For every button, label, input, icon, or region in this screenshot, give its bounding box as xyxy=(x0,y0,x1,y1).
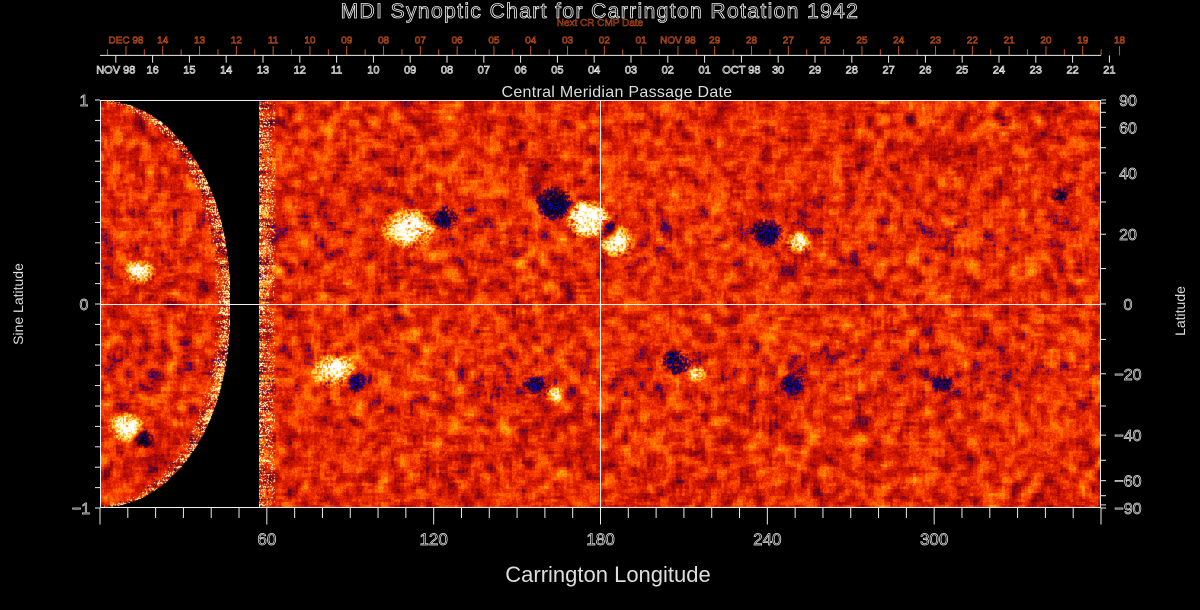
svg-text:14: 14 xyxy=(220,64,232,76)
svg-text:−40: −40 xyxy=(1114,428,1141,445)
svg-text:−90: −90 xyxy=(1114,501,1141,518)
svg-text:24: 24 xyxy=(993,64,1005,76)
svg-text:03: 03 xyxy=(625,64,637,76)
svg-text:22: 22 xyxy=(967,35,979,46)
svg-text:10: 10 xyxy=(304,35,316,46)
svg-text:02: 02 xyxy=(599,35,611,46)
svg-text:0: 0 xyxy=(1124,297,1133,314)
svg-text:02: 02 xyxy=(662,64,674,76)
svg-text:07: 07 xyxy=(415,35,427,46)
svg-text:05: 05 xyxy=(551,64,563,76)
svg-text:120: 120 xyxy=(419,530,447,549)
svg-text:−1: −1 xyxy=(72,501,90,518)
svg-text:06: 06 xyxy=(452,35,464,46)
svg-text:19: 19 xyxy=(1077,35,1089,46)
svg-text:28: 28 xyxy=(846,64,858,76)
svg-text:01: 01 xyxy=(636,35,648,46)
svg-text:30: 30 xyxy=(772,64,784,76)
svg-text:26: 26 xyxy=(820,35,832,46)
svg-text:20: 20 xyxy=(1040,35,1052,46)
svg-text:OCT 98: OCT 98 xyxy=(722,64,760,76)
svg-text:13: 13 xyxy=(257,64,269,76)
svg-text:10: 10 xyxy=(367,64,379,76)
svg-text:90: 90 xyxy=(1119,93,1137,110)
svg-text:25: 25 xyxy=(956,64,968,76)
svg-text:04: 04 xyxy=(588,64,600,76)
svg-text:21: 21 xyxy=(1004,35,1016,46)
svg-text:04: 04 xyxy=(525,35,537,46)
svg-text:18: 18 xyxy=(1114,35,1126,46)
svg-text:23: 23 xyxy=(930,35,942,46)
svg-text:14: 14 xyxy=(157,35,169,46)
svg-text:12: 12 xyxy=(231,35,243,46)
svg-text:240: 240 xyxy=(753,530,781,549)
svg-text:300: 300 xyxy=(920,530,948,549)
svg-text:08: 08 xyxy=(378,35,390,46)
svg-text:16: 16 xyxy=(146,64,158,76)
svg-text:25: 25 xyxy=(856,35,868,46)
svg-text:09: 09 xyxy=(341,35,353,46)
svg-text:07: 07 xyxy=(478,64,490,76)
svg-text:23: 23 xyxy=(1030,64,1042,76)
svg-text:03: 03 xyxy=(562,35,574,46)
svg-text:0: 0 xyxy=(80,297,89,314)
svg-text:20: 20 xyxy=(1119,227,1137,244)
svg-text:13: 13 xyxy=(194,35,206,46)
svg-text:29: 29 xyxy=(709,35,721,46)
svg-text:29: 29 xyxy=(809,64,821,76)
svg-text:Next CR CMP Date: Next CR CMP Date xyxy=(557,18,644,29)
svg-text:12: 12 xyxy=(294,64,306,76)
svg-text:08: 08 xyxy=(441,64,453,76)
svg-text:05: 05 xyxy=(488,35,500,46)
svg-text:DEC 98: DEC 98 xyxy=(108,35,143,46)
svg-text:1: 1 xyxy=(80,93,89,110)
svg-text:−20: −20 xyxy=(1114,367,1141,384)
svg-text:40: 40 xyxy=(1119,166,1137,183)
svg-text:21: 21 xyxy=(1103,64,1115,76)
svg-text:−60: −60 xyxy=(1114,474,1141,491)
svg-text:NOV 98: NOV 98 xyxy=(660,35,696,46)
svg-text:11: 11 xyxy=(268,35,279,46)
svg-text:09: 09 xyxy=(404,64,416,76)
svg-text:15: 15 xyxy=(183,64,195,76)
svg-text:60: 60 xyxy=(257,530,276,549)
svg-text:27: 27 xyxy=(783,35,795,46)
svg-text:11: 11 xyxy=(331,64,342,76)
svg-text:180: 180 xyxy=(586,530,614,549)
svg-text:24: 24 xyxy=(893,35,905,46)
svg-text:26: 26 xyxy=(919,64,931,76)
svg-text:06: 06 xyxy=(514,64,526,76)
svg-text:27: 27 xyxy=(882,64,894,76)
svg-text:01: 01 xyxy=(698,64,710,76)
svg-text:22: 22 xyxy=(1066,64,1078,76)
svg-text:28: 28 xyxy=(746,35,758,46)
svg-text:60: 60 xyxy=(1119,120,1137,137)
svg-text:NOV 98: NOV 98 xyxy=(96,64,135,76)
